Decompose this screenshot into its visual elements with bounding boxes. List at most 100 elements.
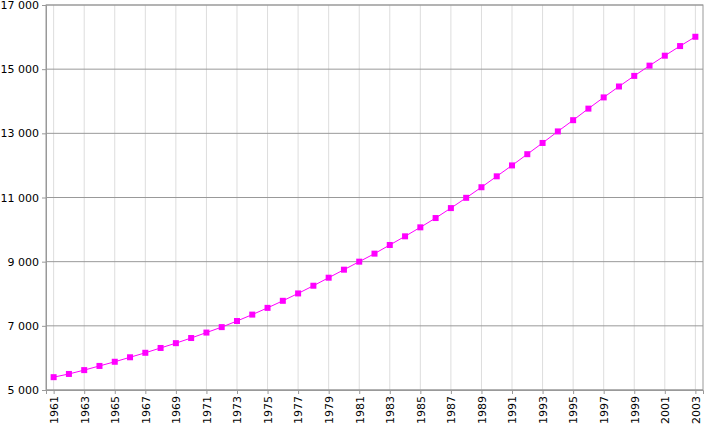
marker <box>448 205 454 211</box>
series <box>51 34 699 380</box>
x-tick: 1997 <box>598 390 611 424</box>
x-tick-label: 1985 <box>415 396 428 424</box>
x-tick-label: 1989 <box>476 396 489 424</box>
marker <box>142 350 148 356</box>
marker <box>249 312 255 318</box>
x-tick-label: 1993 <box>537 396 550 424</box>
x-tick-mark <box>359 390 360 394</box>
marker <box>341 267 347 273</box>
marker <box>616 83 622 89</box>
marker <box>51 374 57 380</box>
marker <box>280 298 286 304</box>
x-tick-mark <box>695 390 696 394</box>
marker <box>601 94 607 100</box>
x-tick-label: 1969 <box>170 396 183 424</box>
x-tick-label: 1981 <box>354 396 367 424</box>
x-tick-label: 2003 <box>690 396 703 424</box>
x-tick-mark <box>298 390 299 394</box>
x-tick-label: 1983 <box>384 396 397 424</box>
x-tick-label: 1973 <box>231 396 244 424</box>
x-tick: 2003 <box>690 390 703 424</box>
y-tick-label: 15 000 <box>1 63 40 76</box>
marker <box>540 140 546 146</box>
x-tick-label: 1987 <box>445 396 458 424</box>
x-tick: 1967 <box>140 390 153 424</box>
y-tick: 11 000 <box>1 192 47 205</box>
x-tick: 1995 <box>567 390 580 424</box>
x-tick-mark <box>573 390 574 394</box>
marker <box>570 117 576 123</box>
x-tick: 2001 <box>659 390 672 424</box>
marker <box>524 151 530 157</box>
x-tick: 1989 <box>476 390 489 424</box>
y-tick-mark <box>42 69 46 70</box>
marker <box>173 340 179 346</box>
marker <box>310 283 316 289</box>
y-axis: 5 0007 0009 00011 00013 00015 00017 000 <box>1 0 47 397</box>
x-tick-mark <box>390 390 391 394</box>
y-tick: 5 000 <box>8 384 47 397</box>
marker <box>295 290 301 296</box>
x-tick-mark <box>84 390 85 394</box>
x-tick-mark <box>206 390 207 394</box>
marker <box>494 173 500 179</box>
x-tick: 1975 <box>262 390 275 424</box>
marker <box>188 335 194 341</box>
grid <box>46 5 703 390</box>
marker <box>417 224 423 230</box>
plot: 1961196319651967196919711973197519771979… <box>1 0 704 424</box>
x-tick-label: 1977 <box>292 396 305 424</box>
x-tick-label: 1991 <box>506 396 519 424</box>
y-axis-line <box>42 6 47 391</box>
y-tick-mark <box>42 198 46 199</box>
y-tick: 13 000 <box>1 127 47 140</box>
y-tick: 15 000 <box>1 63 47 76</box>
marker <box>478 184 484 190</box>
x-tick-mark <box>420 390 421 394</box>
x-tick-mark <box>481 390 482 394</box>
y-tick-mark <box>42 133 46 134</box>
y-grid-line <box>46 261 703 262</box>
x-tick-label: 1975 <box>262 396 275 424</box>
x-tick-mark <box>54 390 55 394</box>
marker <box>692 34 698 40</box>
marker <box>112 359 118 365</box>
x-tick-mark <box>115 390 116 394</box>
x-tick-mark <box>512 390 513 394</box>
line <box>54 37 696 377</box>
marker <box>372 251 378 257</box>
x-tick-mark <box>145 390 146 394</box>
y-tick-label: 13 000 <box>1 127 40 140</box>
marker <box>66 371 72 377</box>
marker <box>81 367 87 373</box>
marker <box>326 275 332 281</box>
marker <box>509 162 515 168</box>
x-tick-label: 1995 <box>567 396 580 424</box>
x-tick: 1991 <box>506 390 519 424</box>
x-tick: 1999 <box>629 390 642 424</box>
x-tick-label: 1999 <box>629 396 642 424</box>
x-tick-mark <box>176 390 177 394</box>
x-tick: 1961 <box>48 390 61 424</box>
y-tick-mark <box>42 326 46 327</box>
x-tick-mark <box>604 390 605 394</box>
marker <box>585 106 591 112</box>
x-tick-mark <box>634 390 635 394</box>
marker <box>203 330 209 336</box>
x-tick: 1963 <box>79 390 92 424</box>
y-tick: 17 000 <box>1 0 47 12</box>
marker <box>402 233 408 239</box>
y-grid-line <box>46 197 703 198</box>
y-tick-label: 5 000 <box>8 384 40 397</box>
x-tick: 1965 <box>109 390 122 424</box>
marker <box>265 305 271 311</box>
y-tick-label: 9 000 <box>8 256 40 269</box>
x-tick-label: 1965 <box>109 396 122 424</box>
marker <box>662 53 668 59</box>
x-tick: 1977 <box>292 390 305 424</box>
marker <box>96 363 102 369</box>
x-tick: 1993 <box>537 390 550 424</box>
marker <box>433 215 439 221</box>
x-tick-label: 1963 <box>79 396 92 424</box>
x-tick: 1981 <box>354 390 367 424</box>
